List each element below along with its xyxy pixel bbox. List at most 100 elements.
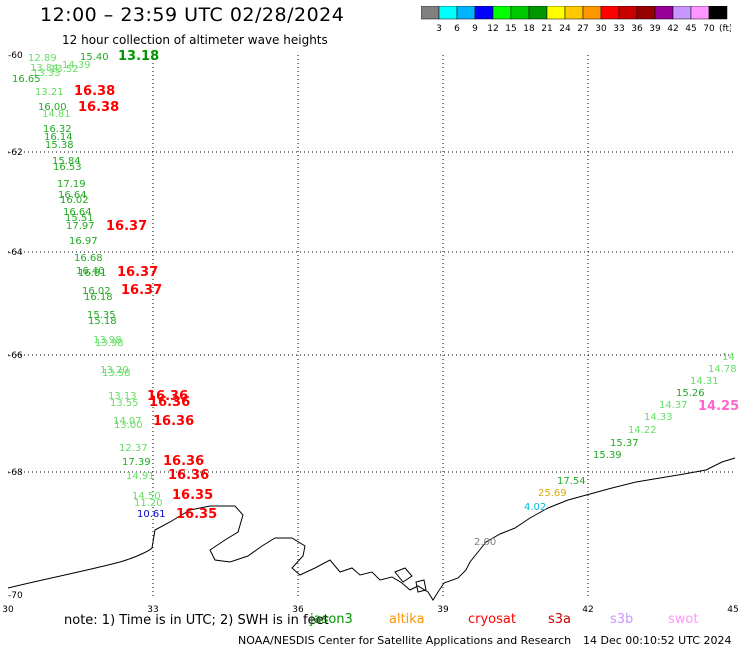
- colorbar-tick: 15: [505, 24, 516, 34]
- wave-height-label: 14.25: [698, 399, 739, 414]
- wave-height-label: 14.22: [628, 425, 657, 436]
- lat-label: -68: [8, 468, 23, 478]
- colorbar-swatch: [654, 6, 674, 20]
- wave-height-label: 13.33: [32, 68, 61, 79]
- lon-label: 36: [292, 605, 304, 615]
- wave-height-label: 14.37: [659, 400, 688, 411]
- wave-height-label: 15.38: [45, 140, 74, 151]
- wave-height-label: 15.51: [65, 213, 94, 224]
- satellite-legend-item: s3b: [610, 612, 634, 627]
- lon-label: 42: [582, 605, 593, 615]
- satellite-legend-item: altika: [389, 612, 425, 627]
- colorbar-swatch: [636, 6, 656, 20]
- colorbar-tick: 42: [667, 24, 678, 34]
- lon-label: 39: [437, 605, 449, 615]
- lat-label: -62: [8, 148, 23, 158]
- wave-height-label: 14.78: [708, 364, 737, 375]
- colorbar-unit: (ft): [719, 24, 731, 34]
- colorbar-swatch: [564, 6, 584, 20]
- wave-height-label: 16.18: [84, 292, 113, 303]
- wave-height-label: 16.36: [153, 414, 194, 429]
- colorbar-swatch: [582, 6, 602, 20]
- wave-height-label: 15.18: [88, 316, 117, 327]
- wave-height-label: 17.19: [57, 179, 86, 190]
- lat-lon-grid: [8, 55, 735, 598]
- wave-height-label: 13.21: [35, 87, 64, 98]
- wave-height-label: 16.65: [12, 74, 41, 85]
- lon-label: 45: [727, 605, 738, 615]
- wave-height-label: 16.36: [163, 454, 204, 469]
- wave-height-label: 17.97: [66, 221, 95, 232]
- wave-height-label: 13.98: [93, 335, 122, 346]
- wave-height-label: 12.37: [119, 443, 148, 454]
- footer-note: note: 1) Time is in UTC; 2) SWH is in fe…: [64, 613, 329, 628]
- lat-label: -70: [8, 591, 23, 601]
- wave-height-label: 16.38: [78, 100, 119, 115]
- wave-height-label: 16.02: [82, 286, 111, 297]
- colorbar-tick: 39: [649, 24, 661, 34]
- satellite-legend-item: jason3: [310, 612, 353, 627]
- wave-height-label: 13.52: [50, 64, 79, 75]
- wave-height-label: 15.40: [80, 52, 109, 63]
- colorbar-swatch: [456, 6, 476, 20]
- wave-height-label: 16.02: [60, 195, 89, 206]
- lat-label: -64: [8, 248, 23, 258]
- wave-height-label: 16.32: [43, 124, 72, 135]
- colorbar-tick: 6: [454, 24, 460, 34]
- wave-height-label: 16.37: [117, 265, 158, 280]
- wave-height-label: 13.13: [108, 391, 137, 402]
- colorbar-swatch: [546, 6, 566, 20]
- wave-height-label: 14: [722, 352, 735, 363]
- satellite-legend: jason3 altika cryosat s3a s3b swot: [0, 612, 740, 630]
- wave-height-label: 13.20: [100, 365, 129, 376]
- colorbar-tick: 24: [559, 24, 571, 34]
- wave-height-label: 16.35: [172, 488, 213, 503]
- colorbar-tick: 27: [577, 24, 588, 34]
- colorbar-swatch: [492, 6, 512, 20]
- wave-height-label: 14.50: [132, 491, 161, 502]
- wave-height-label: 16.81: [78, 268, 107, 279]
- colorbar-swatch: [690, 6, 710, 20]
- colorbar-swatch: [618, 6, 638, 20]
- wave-height-label: 16.40: [76, 266, 105, 277]
- colorbar-swatch: [510, 6, 530, 20]
- wave-height-label: 15.84: [52, 156, 81, 167]
- satellite-legend-item: cryosat: [468, 612, 516, 627]
- wave-height-label: 14.07: [113, 416, 142, 427]
- wave-height-label: 16.14: [44, 132, 73, 143]
- colorbar-tick: 30: [595, 24, 607, 34]
- page-title: 12:00 – 23:59 UTC 02/28/2024: [40, 4, 345, 26]
- lon-label: 33: [147, 605, 158, 615]
- wave-height-label: 15.26: [676, 388, 705, 399]
- wave-height-label: 2.00: [474, 537, 496, 548]
- lon-label: 30: [2, 605, 14, 615]
- wave-height-label: 16.38: [74, 84, 115, 99]
- colorbar-swatch: [438, 6, 458, 20]
- satellite-legend-item: swot: [668, 612, 699, 627]
- wave-height-label: 13.58: [102, 368, 131, 379]
- satellite-legend-item: s3a: [548, 612, 572, 627]
- wave-height-label: 16.37: [121, 283, 162, 298]
- wave-height-label: 16.64: [58, 190, 87, 201]
- wave-height-label: 11.20: [134, 498, 163, 509]
- wave-height-label: 16.36: [147, 389, 188, 404]
- wave-height-label: 14.31: [690, 376, 719, 387]
- page-subtitle: 12 hour collection of altimeter wave hei…: [62, 33, 328, 47]
- colorbar-swatch: [708, 6, 728, 20]
- wave-height-label: 13.18: [118, 49, 159, 64]
- wave-height-label: 15.37: [610, 438, 639, 449]
- wave-height-label: 15.39: [593, 450, 622, 461]
- observation-labels: 12.89 15.40 13.18 14.3913.8413.5213.3316.65…: [12, 49, 739, 548]
- colorbar-tick: 70: [703, 24, 715, 34]
- wave-height-label: 13.98: [95, 338, 124, 349]
- credit-line: NOAA/NESDIS Center for Satellite Applica…: [238, 634, 572, 647]
- colorbar-tick: 45: [685, 24, 696, 34]
- antarctic-coastline: [7, 457, 736, 601]
- generated-timestamp: 14 Dec 00:10:52 UTC 2024: [583, 634, 732, 647]
- wave-height-label: 16.37: [106, 219, 147, 234]
- wave-height-label: 14.81: [42, 109, 71, 120]
- colorbar-tick: 9: [472, 24, 478, 34]
- wave-height-label: 4.02: [524, 502, 546, 513]
